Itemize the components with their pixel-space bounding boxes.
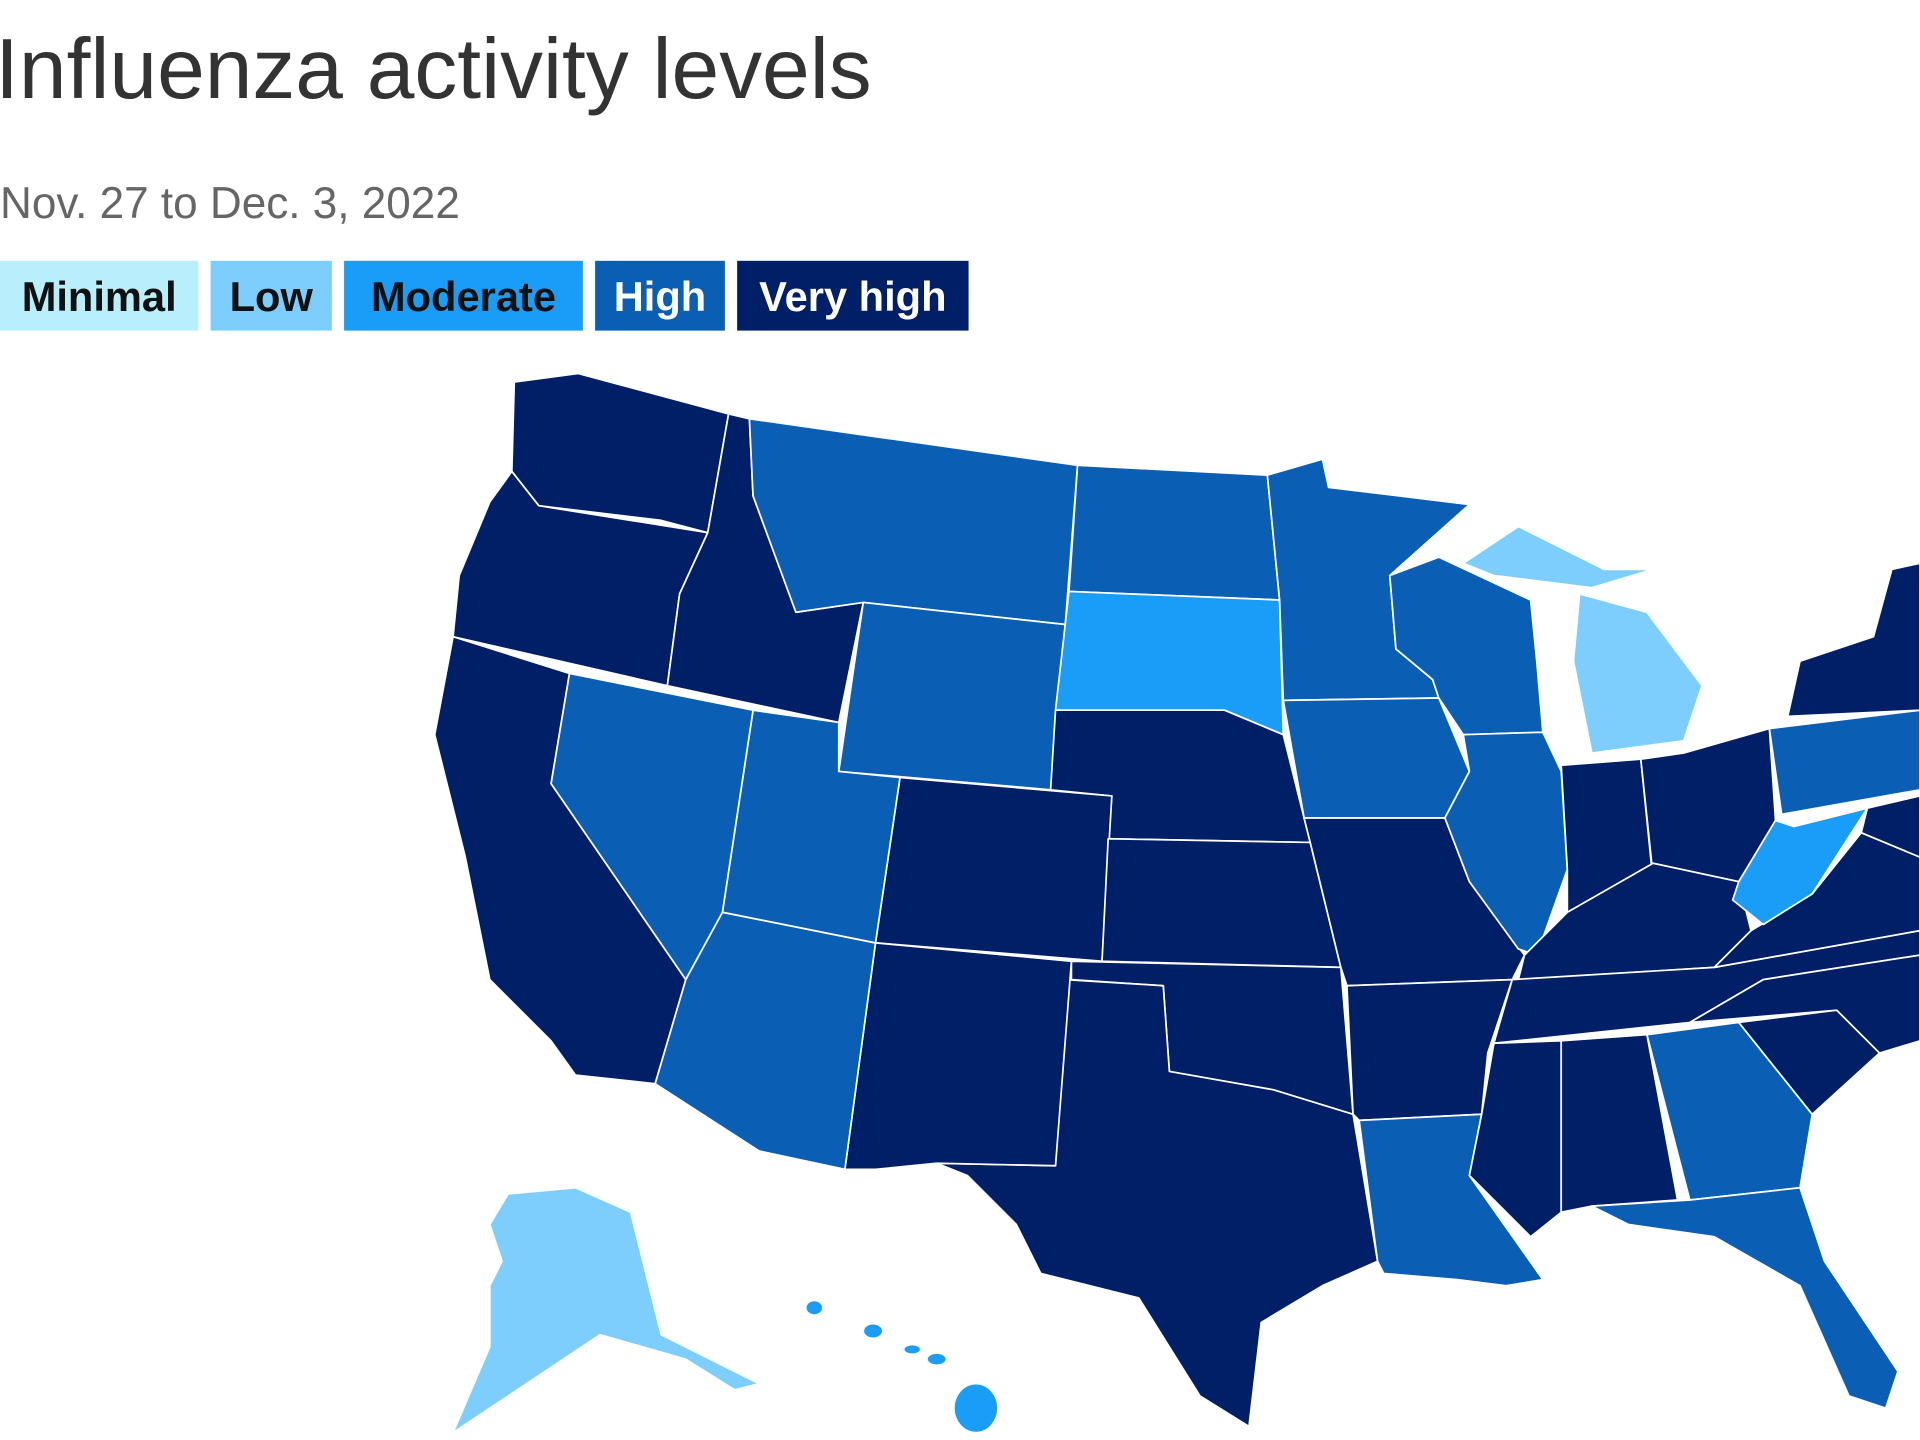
state bbox=[844, 942, 1073, 1171]
state bbox=[1462, 525, 1654, 589]
legend-label: High bbox=[614, 273, 706, 320]
state bbox=[804, 1299, 824, 1316]
state bbox=[1860, 795, 1920, 859]
state bbox=[452, 1186, 761, 1434]
state bbox=[902, 1343, 922, 1356]
legend-swatch bbox=[595, 260, 725, 331]
state bbox=[935, 978, 1379, 1428]
state bbox=[1646, 1021, 1814, 1201]
state bbox=[953, 1382, 999, 1434]
state bbox=[748, 417, 1079, 626]
state bbox=[1282, 697, 1471, 819]
state bbox=[1572, 593, 1703, 754]
legend-label: Low bbox=[230, 273, 314, 320]
state bbox=[837, 601, 1067, 791]
title: Influenza activity levels bbox=[0, 21, 872, 117]
legend-swatch bbox=[0, 260, 199, 331]
state bbox=[862, 1322, 884, 1340]
legend: Minimal Low Moderate High Very high bbox=[0, 260, 969, 331]
state bbox=[1786, 562, 1920, 718]
state bbox=[874, 776, 1113, 963]
legend-swatch bbox=[344, 260, 583, 331]
state bbox=[1101, 837, 1342, 969]
map bbox=[433, 372, 1920, 1434]
legend-swatch bbox=[210, 260, 332, 331]
state bbox=[926, 1352, 948, 1367]
state bbox=[433, 635, 687, 1085]
legend-label: Moderate bbox=[371, 273, 556, 320]
state bbox=[1068, 464, 1281, 601]
legend-swatch bbox=[737, 260, 969, 331]
subtitle: Nov. 27 to Dec. 3, 2022 bbox=[0, 179, 460, 228]
legend-label: Very high bbox=[759, 273, 946, 320]
state bbox=[1590, 1186, 1899, 1410]
state bbox=[1768, 709, 1920, 816]
state bbox=[1688, 954, 1920, 1054]
state bbox=[1731, 807, 1869, 926]
legend-label: Minimal bbox=[22, 273, 177, 320]
